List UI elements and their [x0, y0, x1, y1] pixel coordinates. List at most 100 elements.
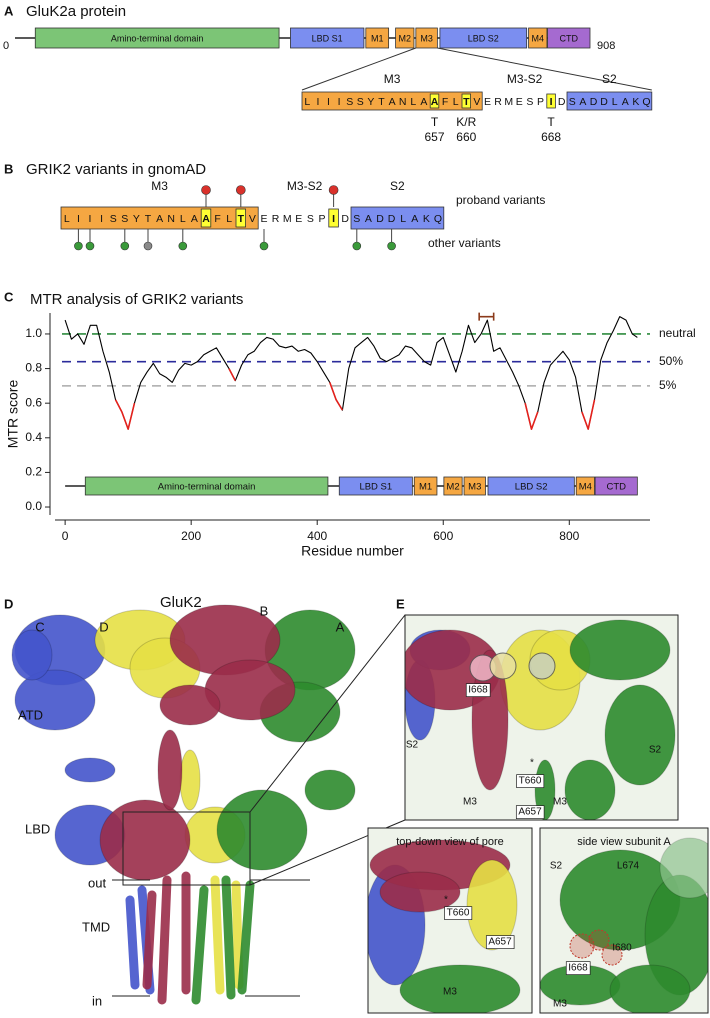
other-variant [143, 241, 153, 251]
residue-letter: I [332, 213, 335, 225]
domain [365, 27, 390, 49]
other-variant [387, 241, 396, 251]
residue-letter: Y [367, 96, 374, 108]
residue-letter: M [504, 96, 513, 108]
y-tick-label: 1.0 [25, 326, 42, 340]
sequence-box [350, 206, 445, 230]
zoom-box [122, 811, 251, 886]
highlight [461, 93, 472, 109]
domain [594, 476, 638, 496]
structure-blob [399, 964, 521, 1013]
region-label: S2 [390, 179, 405, 193]
helix [210, 875, 225, 995]
structure-label: T660 [519, 776, 542, 787]
residue-letter: S [526, 96, 533, 108]
residue-letter: Q [642, 96, 650, 108]
residue-letter: V [249, 213, 256, 225]
domain-label: M2 [446, 482, 459, 493]
helix [237, 880, 255, 995]
highlight [546, 93, 556, 109]
residue-number: 657 [424, 130, 444, 144]
label-box [516, 774, 545, 788]
domain [395, 27, 415, 49]
structure-blob [379, 871, 461, 913]
bracket [478, 312, 495, 321]
inset-title: side view subunit A [577, 836, 671, 848]
residue-letter: I [338, 96, 341, 108]
domain-label: CTD [606, 482, 626, 493]
inset [405, 615, 678, 820]
residue-letter: A [431, 96, 439, 108]
residue-letter: V [473, 96, 480, 108]
residue-letter: R [272, 213, 280, 225]
y-tick-label: 0.6 [25, 395, 42, 409]
residue-letter: Q [434, 213, 442, 225]
structure-blob [604, 684, 676, 786]
residue-number: 668 [541, 130, 561, 144]
label-box [515, 805, 545, 819]
residue-sphere [489, 652, 517, 680]
panel-label: D [4, 596, 13, 611]
domain-label: M3 [420, 33, 433, 43]
panel-label: E [396, 596, 405, 611]
region-label: S2 [602, 72, 617, 86]
residue-letter: S [357, 96, 364, 108]
structure-label: I680 [612, 943, 632, 954]
residue-letter: R [494, 96, 502, 108]
residue-letter: A [411, 213, 418, 225]
label-box [444, 906, 473, 920]
inset [368, 828, 532, 1013]
structure-blob [564, 759, 616, 820]
structure-blob [609, 964, 691, 1013]
residue-letter: I [316, 96, 319, 108]
structure-label: M3 [463, 797, 477, 808]
panel-title: GRIK2 variants in gnomAD [26, 161, 206, 178]
panel-label: C [4, 289, 14, 304]
mtr-line [64, 316, 638, 430]
residue-letter: P [537, 96, 544, 108]
mtr-line [114, 368, 596, 430]
start-label: 0 [3, 40, 9, 52]
subunit-label: A [336, 619, 345, 634]
x-tick-label: 800 [559, 529, 579, 543]
highlight [328, 208, 339, 228]
domain-label: M4 [579, 482, 592, 493]
domain [34, 27, 280, 49]
other-variant [120, 241, 130, 251]
membrane-label: in [92, 993, 102, 1008]
panel-label: B [4, 161, 13, 176]
highlight [235, 208, 247, 228]
residue-letter: S [307, 213, 314, 225]
residue-letter: Y [133, 213, 140, 225]
helix [221, 875, 236, 1000]
membrane-label: out [88, 875, 106, 890]
proband-variant [201, 185, 211, 195]
residue-letter: E [484, 96, 491, 108]
structure-label: T660 [447, 908, 470, 919]
residue-letter: L [612, 96, 618, 108]
other-variant [85, 241, 95, 251]
y-tick-label: 0.0 [25, 499, 42, 513]
domain [413, 476, 438, 496]
y-tick-label: 0.4 [25, 430, 42, 444]
residue-letter: N [167, 213, 175, 225]
structure-blob [466, 859, 518, 951]
domain [575, 476, 595, 496]
residue-letter: D [590, 96, 598, 108]
residue-letter: I [100, 213, 103, 225]
y-tick-label: 0.8 [25, 361, 42, 375]
residue-letter: N [399, 96, 407, 108]
domain-label: LBD S2 [468, 33, 499, 43]
zoom-line [301, 47, 417, 91]
helix [125, 895, 140, 990]
structure-blob [659, 837, 708, 899]
substitution: K/R [456, 115, 476, 129]
domain-label: M1 [419, 482, 432, 493]
mesh-sphere [569, 933, 595, 959]
inset-frame [367, 827, 533, 1014]
residue-letter: F [442, 96, 448, 108]
label-box [565, 961, 591, 975]
domain-label: M3 [468, 482, 481, 493]
residue-letter: D [341, 213, 349, 225]
residue-letter: S [110, 213, 117, 225]
